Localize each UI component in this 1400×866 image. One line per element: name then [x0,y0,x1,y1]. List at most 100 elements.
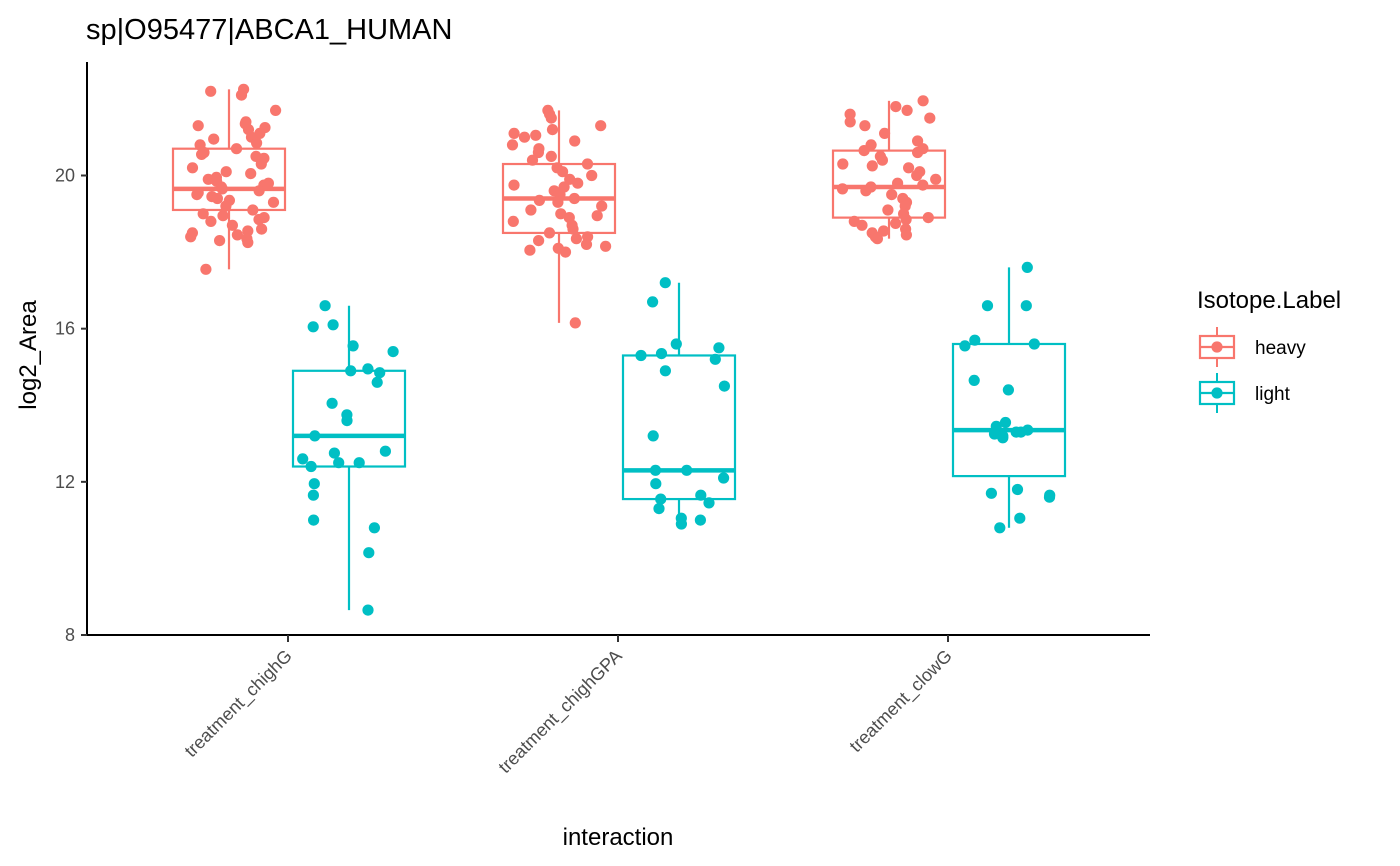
data-point-heavy [533,194,546,206]
data-point-heavy [901,104,913,116]
data-point-heavy [525,204,537,216]
data-point-heavy [882,204,894,216]
data-point-light [1010,426,1022,438]
data-point-heavy [543,227,556,239]
data-point-light [297,453,309,465]
data-point-heavy [892,177,904,189]
data-point-heavy [856,219,868,231]
data-point-heavy [217,210,229,222]
data-point-heavy [255,158,267,170]
data-point-heavy [903,162,915,174]
data-point-light [635,349,647,362]
data-point-light [387,346,399,358]
box-light-1 [621,282,737,524]
data-point-heavy [545,150,557,162]
data-point-heavy [231,229,243,241]
data-point-heavy [253,185,265,197]
data-point-heavy [930,173,942,185]
data-point-light [647,430,659,442]
data-point-light [675,518,688,530]
data-point-light [997,432,1009,444]
y-tick-label: 12 [55,472,75,492]
x-tick-label: treatment_chighG [181,646,297,762]
data-point-heavy [859,120,871,132]
data-point-heavy [900,213,912,226]
data-point-light [1028,338,1040,350]
data-point-heavy [245,168,257,180]
data-point-heavy [220,200,232,212]
data-point-heavy [890,101,902,113]
data-point-light [1020,300,1032,312]
data-point-light [1043,491,1056,503]
data-point-light [308,478,320,490]
data-point-heavy [570,233,583,245]
data-point-heavy [506,139,519,151]
data-point-heavy [567,223,579,235]
data-point-heavy [235,89,248,101]
data-point-heavy [533,235,545,247]
data-point-heavy [922,212,934,224]
data-point-heavy [555,208,567,220]
data-point-heavy [532,146,545,159]
data-point-heavy [552,196,564,208]
legend-item-heavy: heavy [1198,327,1306,367]
data-point-heavy [837,158,849,170]
data-point-heavy [526,154,539,166]
data-point-heavy [226,219,238,231]
data-point-heavy [917,179,929,191]
data-point-heavy [871,233,884,245]
data-point-light [362,604,374,616]
data-point-heavy [586,169,598,182]
data-point-heavy [508,179,520,191]
data-point-light [709,353,721,365]
data-point-light [649,464,662,476]
data-point-heavy [185,231,197,243]
data-point-light [379,445,391,457]
data-point-light [670,338,682,350]
box-rect [621,354,737,501]
data-point-heavy [858,145,870,157]
data-point-light [969,334,981,346]
data-point-heavy [557,166,569,178]
data-point-heavy [568,192,581,205]
data-point-heavy [569,317,581,329]
data-point-light [309,430,321,442]
data-point-light [655,348,668,360]
data-point-heavy [253,213,265,226]
data-point-light [718,472,730,484]
y-axis-title: log2_Area [15,300,42,410]
legend: Isotope.Label heavy light [1197,287,1341,413]
legend-item-light: light [1198,373,1291,413]
data-point-light [341,415,353,427]
data-point-light [371,376,383,388]
box-rect [831,149,947,219]
data-point-heavy [600,240,612,252]
data-point-heavy [546,124,559,136]
data-point-heavy [860,185,872,197]
data-point-light [347,340,359,352]
data-point-light [694,514,707,526]
data-point-heavy [530,129,542,141]
y-tick-label: 16 [55,319,75,339]
data-point-heavy [230,143,243,155]
data-point-heavy [200,263,212,275]
data-point-light [374,367,386,379]
data-point-heavy [836,183,849,195]
data-point-heavy [251,137,263,149]
data-point-light [353,457,365,469]
data-point-heavy [900,229,913,241]
data-point-heavy [205,215,217,227]
data-point-light [327,319,339,331]
data-point-light [307,321,319,333]
data-point-light [647,296,659,308]
legend-label: light [1255,384,1291,405]
data-point-heavy [191,189,203,201]
data-point-heavy [220,166,232,178]
data-point-heavy [866,160,878,172]
data-point-light [981,300,994,312]
data-point-heavy [596,200,608,212]
legend-title: Isotope.Label [1197,287,1341,314]
data-point-light [650,478,662,490]
data-point-light [333,457,345,469]
data-point-heavy [595,120,607,132]
